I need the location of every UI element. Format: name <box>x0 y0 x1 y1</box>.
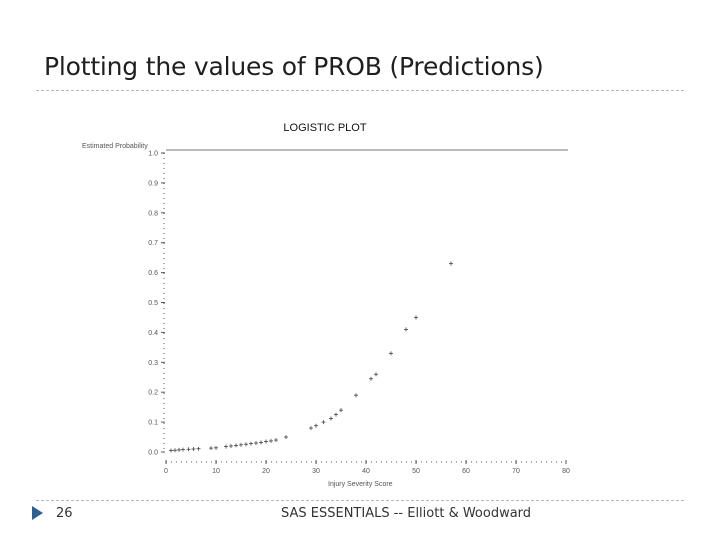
data-point <box>234 443 238 448</box>
footer-arrow-icon <box>32 506 43 520</box>
data-point <box>173 448 177 453</box>
data-point <box>264 439 268 444</box>
data-point <box>274 438 278 443</box>
data-point <box>284 435 288 440</box>
plot-points <box>169 261 453 453</box>
y-tick-label: 0.8 <box>148 210 158 217</box>
data-point <box>414 315 418 320</box>
data-point <box>321 420 326 425</box>
data-point <box>254 441 258 446</box>
page-number: 26 <box>56 506 73 521</box>
data-point <box>369 376 373 381</box>
data-point <box>314 423 318 428</box>
x-tick-label: 0 <box>164 468 168 475</box>
data-point <box>339 408 343 413</box>
data-point <box>186 447 191 452</box>
x-axis-label: Injury Severity Score <box>328 481 393 488</box>
data-point <box>449 261 453 266</box>
data-point <box>404 327 408 332</box>
y-tick-label: 0.9 <box>148 180 158 187</box>
footer-credit: SAS ESSENTIALS -- Elliott & Woodward <box>281 506 532 521</box>
x-tick-label: 50 <box>412 468 420 475</box>
data-point <box>214 445 218 450</box>
y-tick-label: 0.5 <box>148 300 158 307</box>
x-tick-label: 80 <box>562 468 570 475</box>
data-point <box>239 442 243 447</box>
data-point <box>374 372 378 377</box>
title-divider <box>36 90 684 91</box>
chart-title: LOGISTIC PLOT <box>283 122 366 134</box>
data-point <box>389 351 393 356</box>
data-point <box>329 416 333 421</box>
axes: 0.0 0.1 0.2 0.3 0.4 0.5 0.6 0.7 0.8 0.9 1.0 0 10 20 30… <box>148 151 570 476</box>
data-point <box>309 426 313 431</box>
y-axis-label: Estimated Probability <box>82 143 148 150</box>
data-point <box>196 446 201 451</box>
data-point <box>191 447 196 452</box>
data-point <box>334 412 338 417</box>
data-point <box>169 448 173 453</box>
data-point <box>229 444 233 449</box>
x-tick-label: 40 <box>362 468 370 475</box>
data-point <box>354 393 358 398</box>
y-tick-label: 0.2 <box>148 390 158 397</box>
y-tick-label: 0.0 <box>148 450 158 457</box>
data-point <box>244 442 248 447</box>
y-tick-label: 0.7 <box>148 240 158 247</box>
data-point <box>249 441 253 446</box>
y-tick-label: 0.1 <box>148 420 158 427</box>
data-point <box>177 447 181 452</box>
data-point <box>224 444 228 449</box>
footer-divider <box>36 500 684 501</box>
data-point <box>259 440 263 445</box>
y-tick-label: 0.3 <box>148 360 158 367</box>
data-point <box>269 438 273 443</box>
slide-title: Plotting the values of PROB (Predictions… <box>44 52 544 81</box>
logistic-plot: LOGISTIC PLOT Estimated Probability Inju… <box>82 122 570 488</box>
y-tick-label: 0.4 <box>148 330 158 337</box>
data-point <box>209 446 213 451</box>
x-tick-label: 60 <box>462 468 470 475</box>
x-tick-label: 20 <box>262 468 270 475</box>
y-tick-label: 1.0 <box>148 151 158 158</box>
y-tick-label: 0.6 <box>148 270 158 277</box>
x-tick-label: 70 <box>512 468 520 475</box>
x-tick-label: 10 <box>212 468 220 475</box>
data-point <box>181 447 185 452</box>
x-tick-label: 30 <box>312 468 320 475</box>
